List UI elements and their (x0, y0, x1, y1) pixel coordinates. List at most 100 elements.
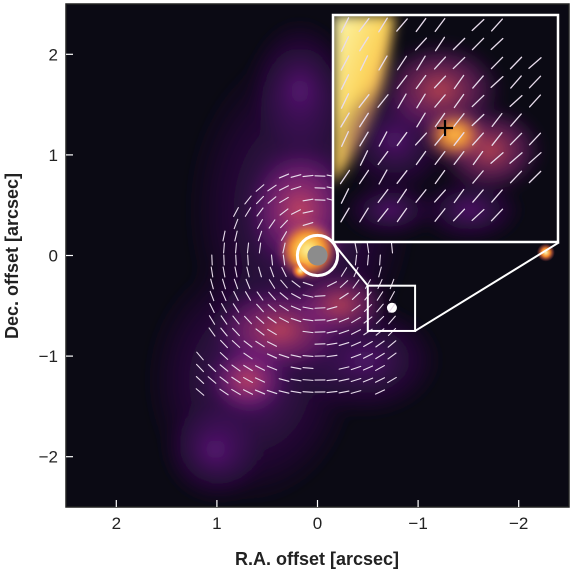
inset-polarization-vector (340, 55, 350, 71)
polarization-vector (388, 315, 396, 325)
inset-polarization-vector (340, 74, 350, 90)
polarization-vector (387, 327, 397, 337)
polarization-vector (290, 209, 302, 215)
inset-polarization-vector (490, 75, 504, 89)
polarization-vector (280, 279, 288, 289)
inset-polarization-vector (452, 37, 466, 51)
inset-polarization-vector (433, 56, 447, 70)
inset-polarization-vector (490, 18, 504, 32)
inset-polarization-vector (340, 36, 350, 52)
polarization-vector (290, 305, 302, 311)
polarization-vector (195, 388, 205, 396)
polarization-vector (378, 266, 382, 278)
polarization-vector (352, 279, 360, 289)
polarization-vector (379, 254, 381, 266)
polarization-vector (326, 390, 338, 394)
polarization-vector (302, 198, 314, 202)
polarization-vector (387, 376, 397, 384)
inset-polarization-vector (396, 207, 408, 223)
polarization-vector (387, 352, 397, 360)
polarization-vector (233, 218, 239, 230)
inset-polarization-vector (453, 150, 465, 166)
inset-polarization-vector (433, 75, 447, 89)
inset-frame (331, 13, 560, 244)
inset-polarization-vector (491, 132, 503, 146)
inset-polarization-vectors (339, 17, 542, 223)
polarization-vector (267, 328, 277, 336)
polarization-vector (269, 266, 275, 278)
inset-polarization-vector (414, 132, 428, 146)
polarization-vector (281, 266, 287, 278)
inset-polarization-vector (434, 17, 446, 33)
polarization-vector (278, 390, 290, 394)
inset-polarization-vector (415, 17, 427, 33)
x-axis-label: R.A. offset [arcsec] (235, 549, 399, 569)
polarization-vector (266, 353, 278, 359)
polarization-vector (314, 295, 326, 297)
polarization-vector (220, 339, 228, 349)
y-tick-label: −1 (39, 347, 58, 366)
polarization-vector (354, 242, 358, 254)
inset-polarization-vector (509, 170, 523, 184)
polarization-vector (338, 390, 350, 394)
polarization-vector (302, 330, 314, 334)
polarization-vector (290, 185, 302, 191)
zoom-box (366, 284, 417, 332)
polarization-vector (390, 242, 394, 254)
polarization-vector (233, 207, 239, 217)
polarization-vector (290, 366, 302, 370)
polarization-vector (255, 340, 265, 348)
polarization-vector (302, 318, 314, 322)
polarization-vector (195, 363, 205, 373)
polarization-vector (326, 378, 338, 382)
inset-polarization-vector (434, 112, 446, 128)
polarization-vector (268, 219, 276, 229)
polarization-vector (326, 354, 338, 358)
polarization-vector (231, 340, 241, 348)
polarization-vector (374, 389, 386, 395)
inset-polarization-vector (471, 113, 485, 127)
polarization-vector (326, 330, 338, 334)
inset-polarization-vector (472, 150, 484, 166)
x-tick-label: −1 (408, 514, 427, 533)
inset-polarization-vector (358, 94, 370, 108)
polarization-vector (207, 376, 217, 384)
inset-polarization-vector (471, 132, 485, 146)
polarization-vector (302, 391, 314, 393)
inset-polarization-vector (471, 37, 485, 51)
polarization-vector (210, 266, 214, 278)
inset-polarization-vector (359, 150, 369, 166)
polarization-vector (350, 341, 362, 347)
polarization-vector (278, 173, 290, 179)
inset-polarization-vector (396, 170, 408, 184)
polarization-vector (256, 303, 264, 313)
polarization-vector (290, 390, 302, 394)
polarization-vector (208, 315, 216, 325)
polarization-vector (362, 353, 374, 359)
polarization-vector (302, 367, 314, 369)
polarization-vector (290, 378, 302, 382)
polarization-vector (282, 242, 286, 254)
inset-polarization-vector (528, 170, 542, 184)
polarization-vector (255, 328, 265, 336)
polarization-vector (231, 388, 241, 396)
polarization-vector (220, 327, 228, 337)
polarization-vector (302, 379, 314, 381)
polarization-vector (387, 340, 397, 348)
inset-polarization-vector (377, 208, 389, 222)
polarization-vector (280, 219, 288, 229)
polarization-vector (219, 352, 229, 360)
polarization-vector (256, 207, 264, 217)
inset-polarization-vector (509, 152, 523, 164)
inset-polarization-vector (490, 152, 504, 164)
inset-polarization-vector (452, 208, 466, 222)
polarization-vector (234, 242, 238, 254)
inset-polarization-vector (397, 93, 407, 109)
polarization-vector (290, 354, 302, 358)
inset-polarization-vector (339, 169, 351, 185)
inset-polarization-vector (396, 74, 408, 90)
polarization-vector (279, 304, 289, 312)
inset-polarization-vector (359, 55, 369, 71)
polarization-vector (254, 389, 266, 395)
inset-polarization-vector (359, 36, 369, 52)
